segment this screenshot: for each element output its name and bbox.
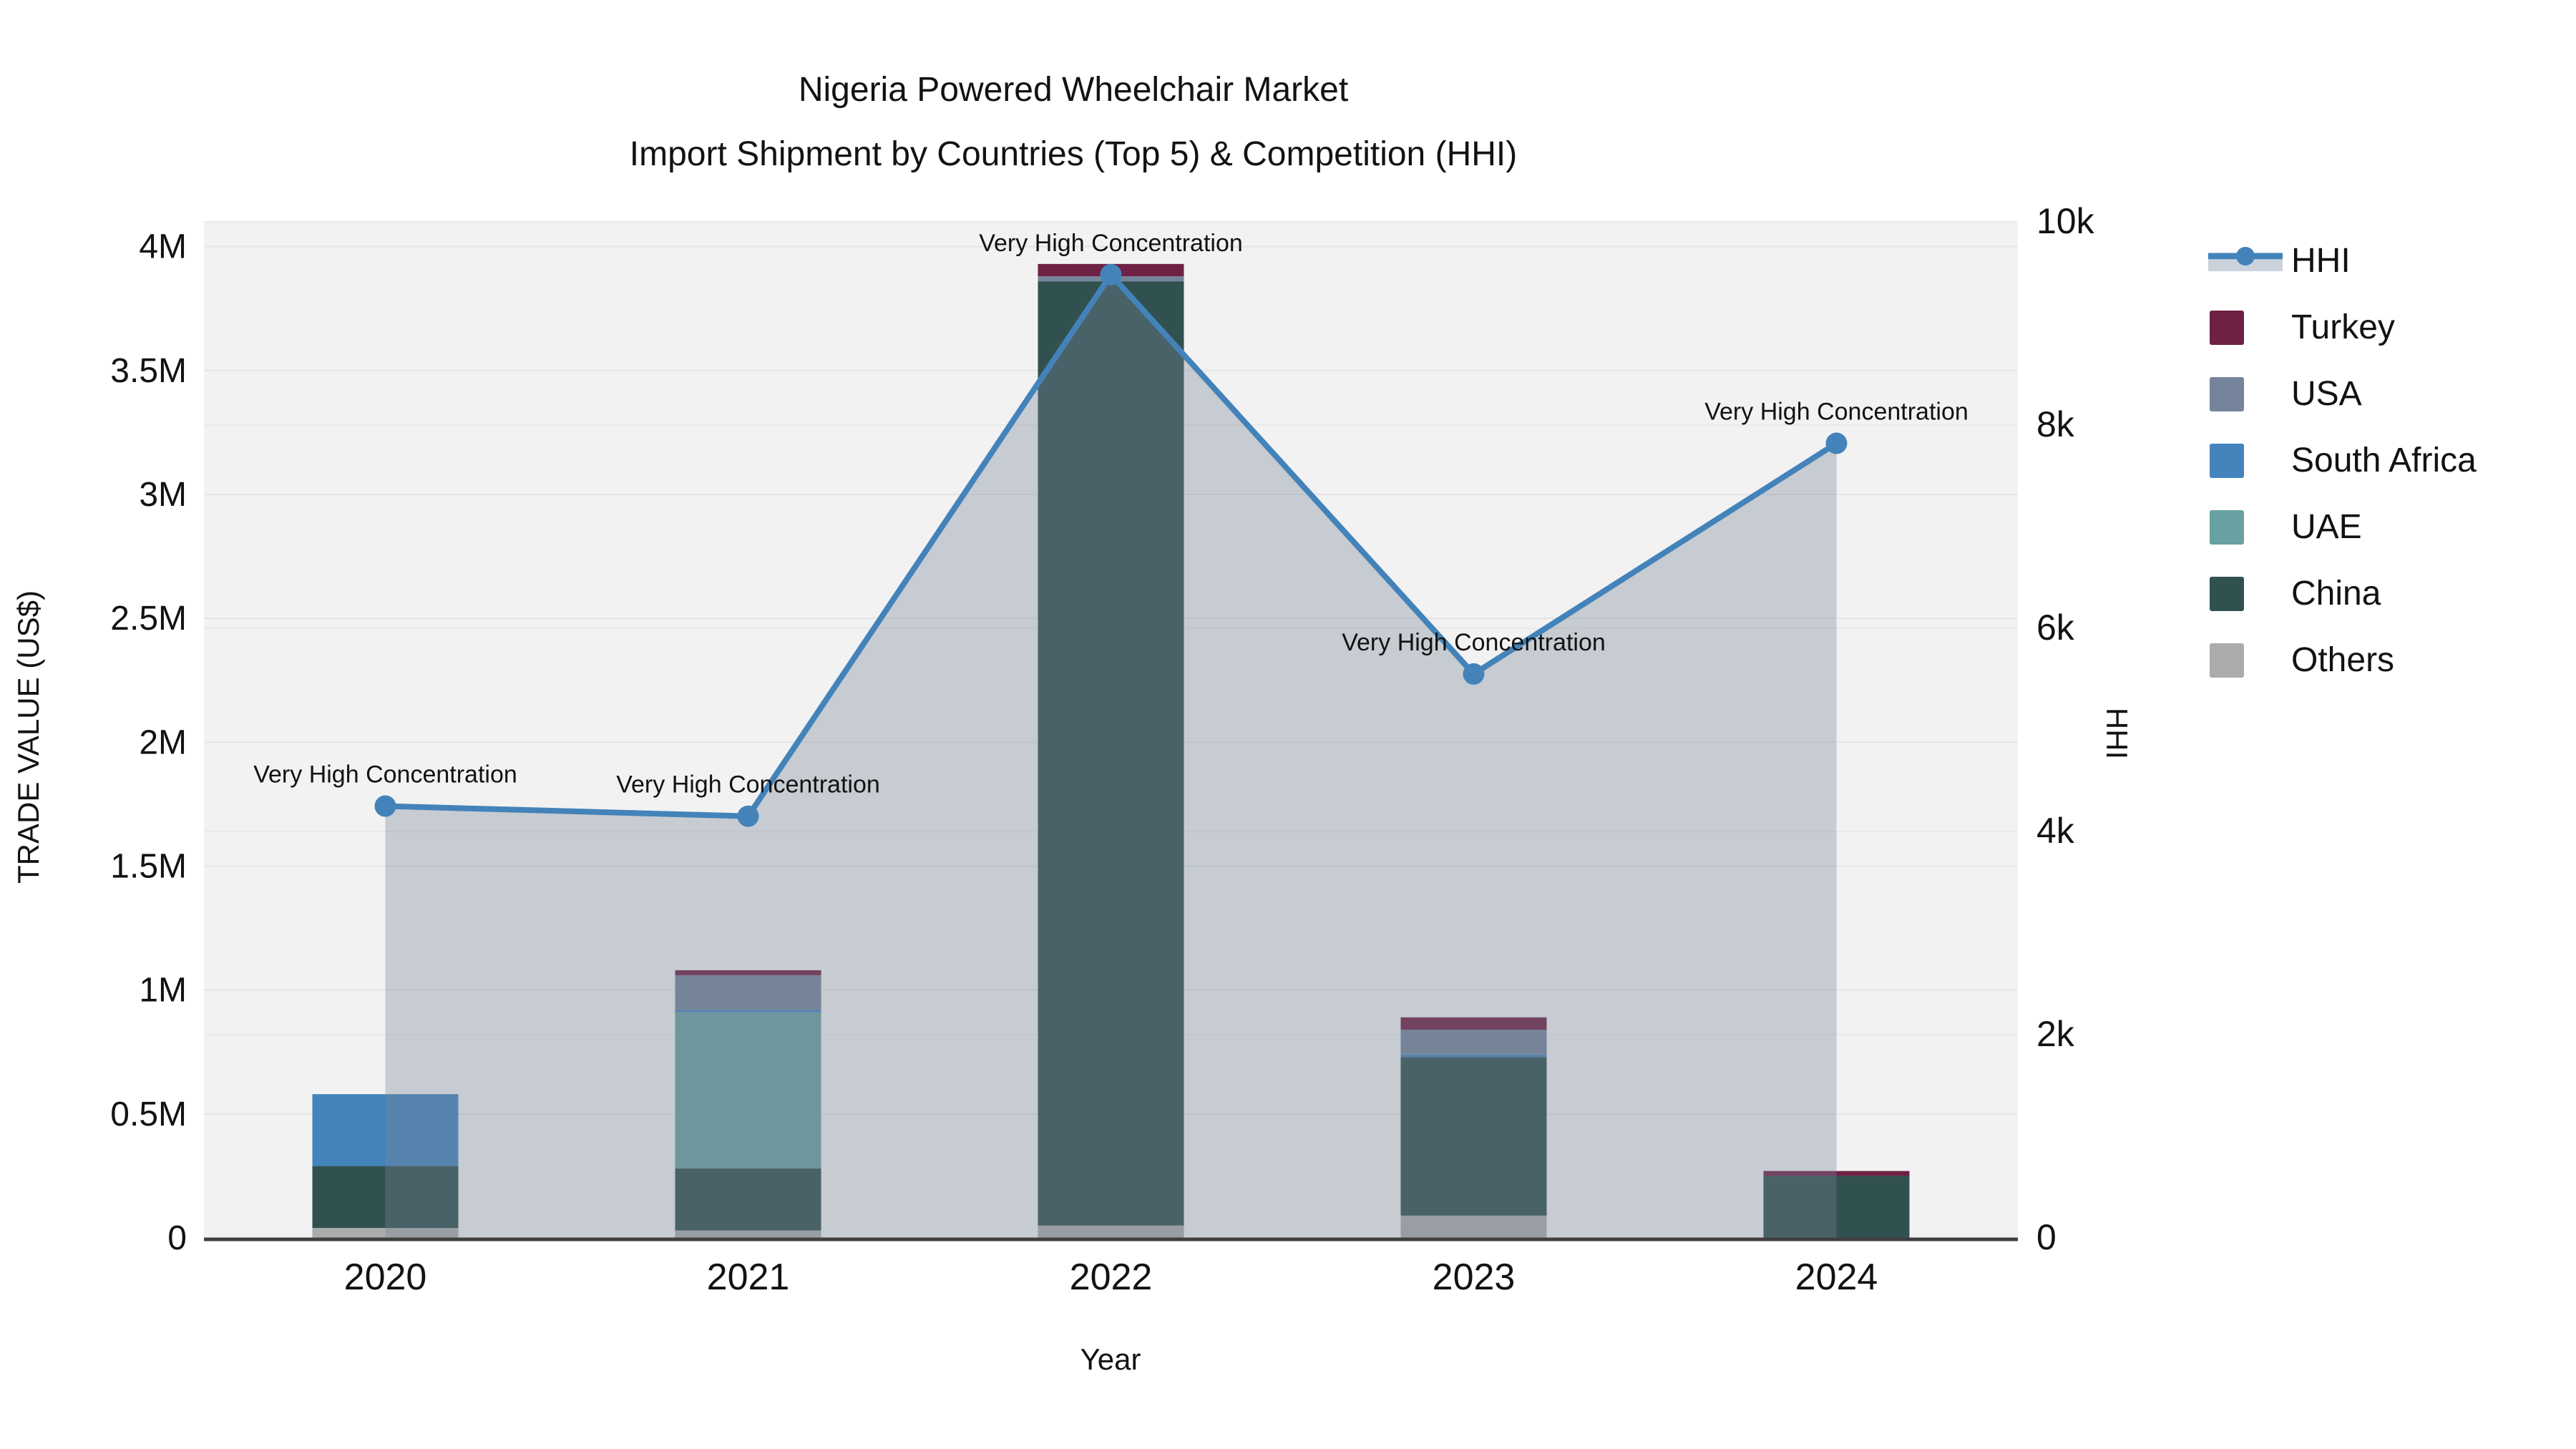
y-left-tick-0: 0 (167, 1219, 187, 1257)
bar-2021-china[interactable] (675, 1169, 821, 1231)
x-tick-2022: 2022 (1070, 1257, 1153, 1298)
swatch-china (2210, 576, 2244, 611)
bar-2021-uae[interactable] (675, 1012, 821, 1169)
legend-line-sample (2208, 245, 2288, 277)
y-left-tick-2.5M: 2.5M (110, 600, 187, 638)
y-left-tick-3M: 3M (139, 476, 187, 514)
x-tick-2023: 2023 (1433, 1257, 1516, 1298)
legend-item-uae[interactable]: UAE (2208, 494, 2477, 560)
y-left-tick-1.5M: 1.5M (110, 847, 187, 885)
legend-label-uae: UAE (2291, 508, 2362, 546)
swatch-turkey (2210, 310, 2244, 345)
bar-2024-china[interactable] (1763, 1176, 1910, 1238)
y-right-tick-10k: 10k (2036, 201, 2095, 241)
legend-color-swatch (2208, 643, 2288, 678)
bar-2024-turkey[interactable] (1763, 1171, 1910, 1176)
y-left-tick-0.5M: 0.5M (110, 1096, 187, 1133)
legend-label-hhi: HHI (2291, 242, 2351, 280)
chart-title: Nigeria Powered Wheelchair Market (798, 71, 1349, 109)
bar-2021-usa[interactable] (675, 975, 821, 1010)
annotation-very-high-concentration-2020: Very High Concentration (253, 761, 517, 789)
legend-item-usa[interactable]: USA (2208, 361, 2477, 427)
bar-2022-china[interactable] (1038, 281, 1184, 1226)
bar-2023-others[interactable] (1400, 1215, 1547, 1238)
bar-2020-china[interactable] (312, 1166, 459, 1229)
annotation-very-high-concentration-2022: Very High Concentration (979, 230, 1243, 257)
legend-color-swatch (2208, 310, 2288, 345)
y-right-tick-0: 0 (2036, 1217, 2057, 1257)
bar-2023-china[interactable] (1400, 1057, 1547, 1216)
bar-2021-turkey[interactable] (675, 970, 821, 975)
hhi-point-2022[interactable] (1100, 263, 1122, 286)
legend-color-swatch (2208, 443, 2288, 478)
legend-item-hhi[interactable]: HHI (2208, 228, 2477, 294)
annotation-very-high-concentration-2021: Very High Concentration (616, 771, 880, 799)
bar-2020-south-africa[interactable] (312, 1094, 459, 1166)
y-right-tick-6k: 6k (2036, 608, 2075, 648)
legend-label-turkey: Turkey (2291, 308, 2395, 346)
y-axis-title-left: TRADE VALUE (US$) (11, 590, 45, 884)
bar-2021-south-africa[interactable] (675, 1010, 821, 1013)
hhi-point-2020[interactable] (374, 795, 396, 817)
y-axis-title-right: HHI (2100, 707, 2134, 760)
y-right-tick-8k: 8k (2036, 404, 2075, 444)
legend-item-china[interactable]: China (2208, 560, 2477, 627)
swatch-usa (2210, 376, 2244, 411)
swatch-south-africa (2210, 443, 2244, 478)
bar-2020-others[interactable] (312, 1228, 459, 1238)
bar-2022-others[interactable] (1038, 1225, 1184, 1238)
annotation-very-high-concentration-2023: Very High Concentration (1342, 629, 1606, 656)
y-left-tick-4M: 4M (139, 228, 187, 266)
x-tick-2021: 2021 (707, 1257, 790, 1298)
bar-2021-others[interactable] (675, 1230, 821, 1238)
hhi-point-2024[interactable] (1825, 432, 1848, 454)
swatch-others (2210, 643, 2244, 678)
legend-label-china: China (2291, 575, 2381, 613)
legend-color-swatch (2208, 376, 2288, 411)
legend-color-swatch (2208, 509, 2288, 545)
legend-item-turkey[interactable]: Turkey (2208, 294, 2477, 361)
legend-label-south-africa: South Africa (2291, 441, 2477, 479)
legend-item-others[interactable]: Others (2208, 627, 2477, 693)
y-right-tick-4k: 4k (2036, 811, 2075, 851)
swatch-uae (2210, 509, 2244, 545)
legend-color-swatch (2208, 576, 2288, 611)
y-left-tick-2M: 2M (139, 723, 187, 761)
y-right-tick-2k: 2k (2036, 1014, 2075, 1054)
bar-2023-turkey[interactable] (1400, 1017, 1547, 1030)
hhi-point-2023[interactable] (1463, 663, 1485, 685)
legend-label-usa: USA (2291, 375, 2362, 413)
hhi-area (385, 274, 1837, 1239)
y-left-tick-1M: 1M (139, 972, 187, 1010)
y-left-tick-3.5M: 3.5M (110, 352, 187, 390)
chart-subtitle: Import Shipment by Countries (Top 5) & C… (629, 135, 1518, 173)
legend-item-south-africa[interactable]: South Africa (2208, 427, 2477, 494)
annotation-very-high-concentration-2024: Very High Concentration (1704, 399, 1968, 426)
x-axis-title: Year (1080, 1342, 1141, 1376)
x-tick-2024: 2024 (1795, 1257, 1878, 1298)
x-tick-2020: 2020 (344, 1257, 427, 1298)
legend-label-others: Others (2291, 641, 2395, 679)
legend: HHI Turkey USA South Africa UAE China Others (2208, 228, 2477, 693)
bar-2023-usa[interactable] (1400, 1030, 1547, 1055)
bar-2023-south-africa[interactable] (1400, 1054, 1547, 1058)
hhi-point-2021[interactable] (737, 805, 759, 827)
